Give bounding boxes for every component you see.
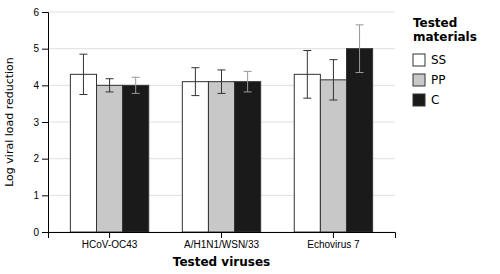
x-tick-label: A/H1N1/WSN/33 <box>184 239 259 250</box>
legend-item: PP <box>413 73 445 87</box>
y-tick-label: 6 <box>33 7 39 18</box>
y-tick-label: 4 <box>33 80 39 91</box>
bar <box>97 85 123 232</box>
bar <box>235 82 261 232</box>
x-axis: HCoV-OC43 A/H1N1/WSN/33 Echovirus 7 <box>49 232 396 250</box>
y-tick-mark <box>42 159 48 160</box>
legend: Testedmaterials SS PP C <box>413 16 477 107</box>
bar <box>70 74 96 232</box>
y-tick: 1 <box>33 190 48 201</box>
bar <box>346 49 372 232</box>
error-bar <box>191 68 199 96</box>
y-tick-label: 3 <box>33 117 39 128</box>
error-bar <box>244 71 252 92</box>
series <box>123 25 373 232</box>
x-axis-title: Tested viruses <box>173 255 270 269</box>
y-tick-label: 5 <box>33 43 39 54</box>
y-tick-label: 2 <box>33 153 39 164</box>
bar <box>208 82 234 232</box>
y-tick-mark <box>42 85 48 86</box>
grid <box>48 12 395 232</box>
bar <box>320 80 346 232</box>
error-bar <box>132 77 140 93</box>
legend-swatch <box>413 54 425 66</box>
y-tick: 2 <box>33 153 48 164</box>
bar <box>182 82 208 232</box>
legend-label: PP <box>431 73 445 87</box>
y-tick-mark <box>42 122 48 123</box>
y-tick-mark <box>42 49 48 50</box>
series <box>97 60 347 232</box>
y-tick: 3 <box>33 117 48 128</box>
legend-label: SS <box>431 53 446 67</box>
y-axis-title: Log viral load reduction <box>3 57 16 187</box>
x-tick-mark <box>221 232 222 238</box>
y-tick: 5 <box>33 43 48 54</box>
legend-item: C <box>413 93 439 107</box>
x-tick: Echovirus 7 <box>307 232 360 250</box>
x-tick-label: Echovirus 7 <box>307 239 360 250</box>
y-tick: 4 <box>33 80 48 91</box>
legend-item: SS <box>413 53 446 67</box>
grid-line <box>48 12 395 13</box>
series <box>70 51 320 233</box>
error-bar <box>356 25 364 73</box>
y-tick: 6 <box>33 7 48 18</box>
x-tick-mark <box>109 232 110 238</box>
y-tick-mark <box>42 232 48 233</box>
error-bar <box>106 79 114 92</box>
y-axis: 0 1 2 3 4 5 6 <box>33 7 48 238</box>
error-bar <box>79 54 87 94</box>
legend-swatch <box>413 74 425 86</box>
y-tick: 0 <box>33 227 48 238</box>
x-tick-label: HCoV-OC43 <box>82 239 138 250</box>
bar <box>123 85 149 232</box>
plot: 0 1 2 3 4 5 6 HCoV-OC43 A/H1N1/WSN/33 Echovirus 7 <box>33 7 395 250</box>
legend-label: C <box>431 93 439 107</box>
y-tick-label: 1 <box>33 190 39 201</box>
marks <box>70 25 372 232</box>
grid-line <box>48 48 395 49</box>
error-bar <box>218 70 226 93</box>
error-bar <box>303 51 311 99</box>
chart: 0 1 2 3 4 5 6 HCoV-OC43 A/H1N1/WSN/33 Echovirus 7… <box>0 0 500 274</box>
x-tick: HCoV-OC43 <box>82 232 138 250</box>
error-bar <box>329 60 337 100</box>
y-tick-mark <box>42 195 48 196</box>
y-tick-mark <box>42 12 48 13</box>
y-axis-line <box>42 13 49 233</box>
x-tick: A/H1N1/WSN/33 <box>184 232 259 250</box>
legend-title: Testedmaterials <box>413 16 477 44</box>
x-tick-mark <box>333 232 334 238</box>
legend-swatch <box>413 94 425 106</box>
y-tick-label: 0 <box>33 227 39 238</box>
x-axis-line <box>49 233 396 239</box>
